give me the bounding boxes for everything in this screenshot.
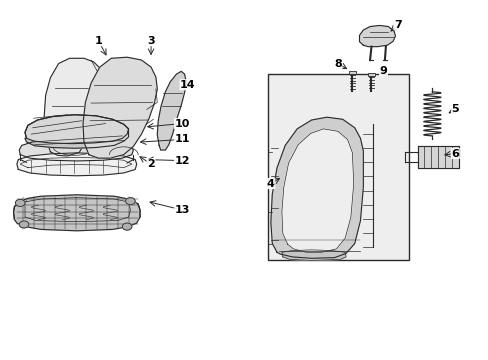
- Polygon shape: [83, 57, 157, 158]
- Bar: [348, 71, 355, 74]
- Polygon shape: [44, 58, 103, 156]
- Text: 4: 4: [266, 179, 274, 189]
- Text: 11: 11: [174, 134, 189, 144]
- Polygon shape: [157, 71, 185, 150]
- Text: 7: 7: [393, 20, 401, 30]
- Text: 6: 6: [450, 149, 458, 158]
- Circle shape: [19, 221, 29, 228]
- Text: 5: 5: [450, 104, 458, 114]
- Polygon shape: [19, 138, 133, 161]
- Polygon shape: [281, 129, 353, 252]
- Text: 1: 1: [94, 36, 102, 46]
- Polygon shape: [281, 250, 346, 260]
- Text: 8: 8: [333, 59, 341, 68]
- Polygon shape: [25, 115, 128, 148]
- Polygon shape: [359, 26, 395, 47]
- Text: 2: 2: [147, 159, 155, 169]
- FancyBboxPatch shape: [267, 74, 408, 260]
- Text: 3: 3: [147, 36, 155, 46]
- Polygon shape: [17, 153, 137, 176]
- Text: 9: 9: [379, 66, 386, 76]
- Text: 10: 10: [174, 118, 189, 129]
- Polygon shape: [270, 117, 363, 258]
- Polygon shape: [417, 146, 458, 168]
- Circle shape: [125, 198, 135, 205]
- Polygon shape: [25, 115, 128, 144]
- Circle shape: [16, 199, 25, 207]
- Circle shape: [122, 223, 132, 230]
- Text: 14: 14: [180, 80, 195, 90]
- Text: 13: 13: [174, 205, 189, 215]
- Polygon shape: [14, 195, 140, 231]
- Bar: [367, 73, 374, 76]
- Text: 12: 12: [174, 156, 189, 166]
